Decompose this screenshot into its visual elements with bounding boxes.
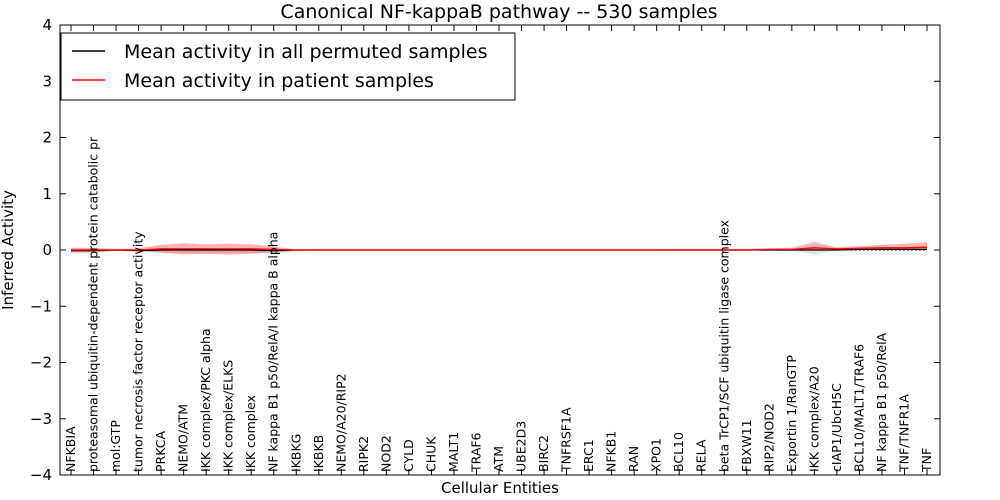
category-label: CHUK <box>423 436 438 472</box>
y-tick-label: −4 <box>30 466 52 484</box>
category-label: NFKBIA <box>63 426 78 472</box>
category-label: beta TrCP1/SCF ubiquitin ligase complex <box>716 220 731 472</box>
legend: Mean activity in all permuted samples Me… <box>60 32 516 101</box>
category-label: XPO1 <box>649 438 664 472</box>
y-axis-label: Inferred Activity <box>0 190 17 310</box>
y-axis-ticks: −4 −3 −2 −1 0 1 2 3 4 <box>30 16 940 484</box>
y-tick-label: −3 <box>30 410 52 428</box>
category-label: BIRC2 <box>536 435 551 472</box>
category-label: mol:GTP <box>108 420 123 472</box>
category-label: BCL10 <box>671 432 686 472</box>
y-tick-label: 3 <box>42 72 52 90</box>
activity-lines <box>71 246 928 252</box>
y-tick-label: 4 <box>42 16 52 34</box>
category-label: MALT1 <box>446 432 461 472</box>
category-label: RELA <box>694 439 709 472</box>
category-label: CYLD <box>401 439 416 472</box>
category-label: IKK complex/A20 <box>806 366 821 472</box>
category-label: FBXW11 <box>739 419 754 472</box>
category-label: PRKCA <box>153 431 168 472</box>
category-label: NEMO/ATM <box>176 404 191 472</box>
category-label: cIAP1/UbcH5C <box>829 383 844 472</box>
y-tick-label: −2 <box>30 354 52 372</box>
category-label: NF kappa B1 p50/RelA/I kappa B alpha <box>266 232 281 472</box>
category-label: NEMO/A20/RIP2 <box>333 373 348 472</box>
legend-label-patient: Mean activity in patient samples <box>124 70 434 92</box>
category-label: ERC1 <box>581 439 596 472</box>
category-labels: NFKBIA proteasomal ubiquitin-dependent pr… <box>63 136 934 473</box>
category-label: BCL10/MALT1/TRAF6 <box>851 344 866 472</box>
legend-box <box>60 32 516 101</box>
y-tick-label: −1 <box>30 297 52 315</box>
x-axis-ticks <box>70 25 928 475</box>
category-label: RIPK2 <box>356 436 371 472</box>
category-label: ATM <box>491 446 506 472</box>
category-label: TNF <box>919 448 934 473</box>
legend-label-permuted: Mean activity in all permuted samples <box>124 41 487 63</box>
category-label: TNF/TNFR1A <box>896 394 911 473</box>
category-label: NFKB1 <box>604 431 619 472</box>
category-label: NF kappa B1 p50/RelA <box>874 332 889 472</box>
category-label: IKK complex/PKC alpha <box>198 328 213 472</box>
category-label: RAN <box>626 446 641 472</box>
category-label: IKK complex <box>243 395 258 472</box>
category-label: IKK complex/ELKS <box>221 360 236 472</box>
patient-mean-line <box>71 246 928 251</box>
y-tick-label: 1 <box>42 185 52 203</box>
category-label: proteasomal ubiquitin-dependent protein … <box>86 136 101 472</box>
y-tick-label: 2 <box>42 129 52 147</box>
permuted-band <box>71 247 927 255</box>
category-label: tumor necrosis factor receptor activity <box>131 231 146 472</box>
category-label: RIP2/NOD2 <box>761 403 776 472</box>
x-axis-label: Cellular Entities <box>441 479 559 497</box>
category-label: NOD2 <box>378 435 393 472</box>
y-tick-label: 0 <box>42 241 52 259</box>
category-label: Exportin 1/RanGTP <box>784 355 799 472</box>
category-label: TRAF6 <box>468 432 483 473</box>
category-label: UBE2D3 <box>514 421 529 472</box>
category-label: TNFRSF1A <box>559 407 574 473</box>
category-label: IKBKG <box>288 434 303 472</box>
activity-bands <box>71 242 927 255</box>
patient-band <box>71 242 927 255</box>
chart-title: Canonical NF-kappaB pathway -- 530 sampl… <box>280 1 717 23</box>
category-label: IKBKB <box>311 435 326 472</box>
plot-area: −4 −3 −2 −1 0 1 2 3 4 NFKBIA proteasomal ubiquiti… <box>30 16 941 484</box>
